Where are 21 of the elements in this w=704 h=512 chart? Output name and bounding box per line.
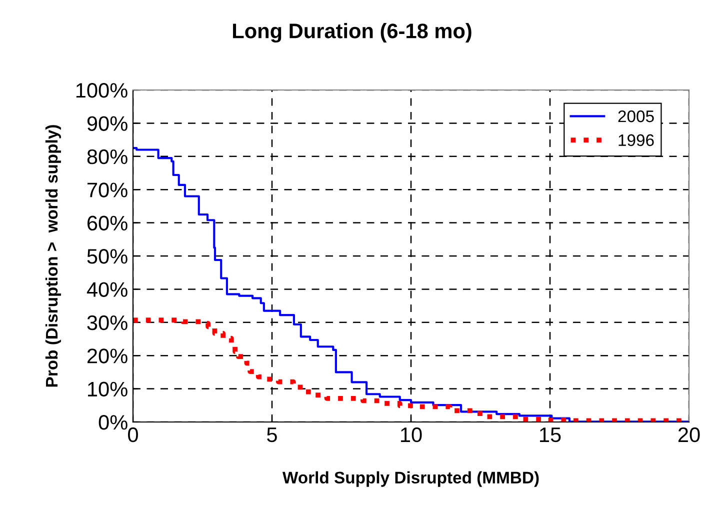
y-tick-label: 70% [88,182,128,198]
y-tick-label: 80% [87,149,128,164]
x-tick-label: 10 [401,427,422,442]
x-tick-label: 0 [128,427,138,442]
y-tick-label: 60% [88,216,128,231]
y-tick-label: 0% [98,415,128,430]
x-axis-title: World Supply Disrupted (MMBD) [282,471,539,487]
legend-label: 1996 [618,134,654,146]
y-tick-label: 100% [76,83,128,98]
y-tick-label: 10% [88,382,128,397]
chart-title: Long Duration (6-18 mo) [233,23,472,43]
x-tick-label: 5 [267,428,277,442]
y-tick-label: 50% [87,249,128,264]
y-tick-label: 30% [87,315,128,330]
y-tick-label: 40% [86,282,128,297]
y-tick-label: 20% [87,348,128,364]
x-tick-label: 20 [678,427,700,442]
legend-label: 2005 [618,110,654,122]
y-axis-title: Prob (Disruption > world supply) [45,125,61,387]
y-tick-label: 90% [87,116,128,131]
x-tick-label: 15 [540,428,561,442]
